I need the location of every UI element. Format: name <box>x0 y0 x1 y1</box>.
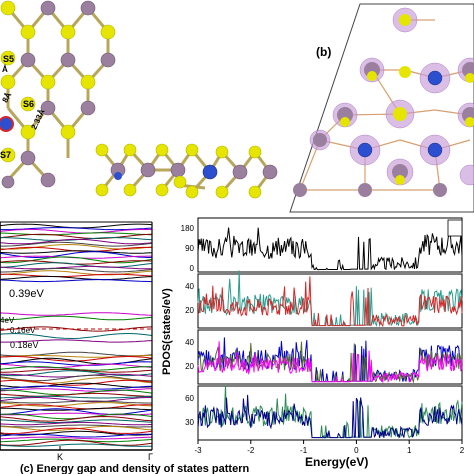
band-line <box>0 256 153 264</box>
band-lines <box>0 223 153 447</box>
band-line <box>0 223 153 229</box>
band-line <box>0 312 153 316</box>
band-line <box>0 265 153 270</box>
panel-c-band-structure: 0.39eV 4eV 0.16eV 0.18eV K Γ (c) Energy … <box>0 221 249 474</box>
band-line <box>0 419 153 423</box>
band-line <box>0 332 153 340</box>
pdos-ytick-label: 0 <box>190 264 195 273</box>
pdos-xtick-label: -3 <box>194 446 202 455</box>
pdos-legend <box>447 219 463 237</box>
pdos-curve <box>197 394 463 439</box>
panel-b-label: (b) <box>316 45 331 59</box>
band-line <box>0 279 153 283</box>
pdos-ytick-label: 20 <box>185 306 194 315</box>
band-line <box>0 251 153 259</box>
site-label-s6: S6 <box>23 99 34 109</box>
band-line <box>0 368 153 373</box>
band-line <box>0 267 153 273</box>
band-line <box>0 232 153 236</box>
side-view-structure <box>95 143 278 199</box>
kpoint-label-gamma: Γ <box>148 452 153 462</box>
bond-label-233: 2.33Å <box>29 108 46 131</box>
pdos-curve <box>197 385 463 440</box>
site-label-s7: S7 <box>0 150 11 160</box>
band-line <box>0 361 153 366</box>
band-line <box>0 400 152 404</box>
band-line <box>0 443 153 447</box>
band-line <box>0 238 153 245</box>
band-line <box>0 273 153 277</box>
pdos-curve <box>197 341 463 384</box>
pdos-xtick-label: 1 <box>407 446 412 455</box>
band-line <box>0 351 153 357</box>
band-line <box>0 275 153 281</box>
pdos-xtick-label: -2 <box>247 446 255 455</box>
band-line <box>0 243 153 250</box>
pdos-xtick-label: -1 <box>300 446 308 455</box>
band-line <box>0 404 153 410</box>
band-line <box>0 270 153 276</box>
pdos-curve <box>197 276 463 328</box>
gap-label-4: 4eV <box>0 316 15 325</box>
site-label-s5: S5 <box>3 54 14 64</box>
band-line <box>0 379 153 386</box>
pdos-subplot-frame <box>197 273 463 329</box>
pdos-plot: 180 90 0 40 20 40 20 60 30 -3 -2 -1 0 1 2 <box>181 217 465 455</box>
pdos-xtick-label: 0 <box>354 446 359 455</box>
band-line <box>0 392 152 397</box>
panel-a-structure: S5 S6 S7 8Å 2.33Å Å <box>0 0 116 189</box>
band-line <box>0 228 153 234</box>
panel-c-caption: (c) Energy gap and density of states pat… <box>20 463 249 474</box>
gap-label-016: 0.16eV <box>10 326 36 335</box>
band-line <box>0 439 153 446</box>
pdos-subplot-frame <box>197 217 463 273</box>
pdos-ytick-label: 180 <box>181 224 195 233</box>
band-line <box>0 315 153 321</box>
kpoint-label-k: K <box>57 452 63 462</box>
band-line <box>0 427 153 435</box>
band-line <box>0 407 153 411</box>
gap-label-018: 0.18eV <box>10 340 39 350</box>
band-line <box>0 250 153 254</box>
band-line <box>0 357 153 365</box>
band-line <box>0 366 152 371</box>
pdos-xlabel: Energy(eV) <box>305 455 368 469</box>
band-line <box>0 339 153 343</box>
band-line <box>0 241 153 247</box>
band-line <box>0 262 153 268</box>
band-line <box>0 408 153 415</box>
pdos-ytick-label: 60 <box>185 394 194 403</box>
band-line <box>0 424 153 428</box>
band-line <box>0 363 153 369</box>
pdos-xtick-label: 2 <box>460 446 465 455</box>
bond-label: 8Å <box>0 91 13 105</box>
band-line <box>0 433 153 438</box>
pdos-ytick-label: 40 <box>185 282 194 291</box>
band-line <box>0 226 153 231</box>
pdos-ytick-label: 90 <box>185 244 194 253</box>
band-line <box>0 374 152 382</box>
band-line <box>0 421 153 426</box>
pdos-ytick-label: 20 <box>185 362 194 371</box>
band-line <box>0 233 153 239</box>
band-line <box>0 436 153 440</box>
gap-label-039: 0.39eV <box>9 288 45 300</box>
pdos-panel: 180 90 0 40 20 40 20 60 30 -3 -2 -1 0 1 2 PDOS(states/… <box>161 217 465 469</box>
bond-label-partial: Å <box>2 65 8 74</box>
pdos-subplot-frame <box>197 385 463 441</box>
panel-b-charge-density: (b) <box>289 3 474 213</box>
band-line <box>0 395 153 399</box>
pdos-ytick-label: 30 <box>185 418 194 427</box>
band-line <box>0 385 153 390</box>
pdos-curve <box>197 227 463 271</box>
pdos-ytick-label: 40 <box>185 338 194 347</box>
pdos-ylabel: PDOS(states/eV) <box>161 288 173 375</box>
band-line <box>0 415 153 422</box>
pdos-curve <box>197 270 463 328</box>
